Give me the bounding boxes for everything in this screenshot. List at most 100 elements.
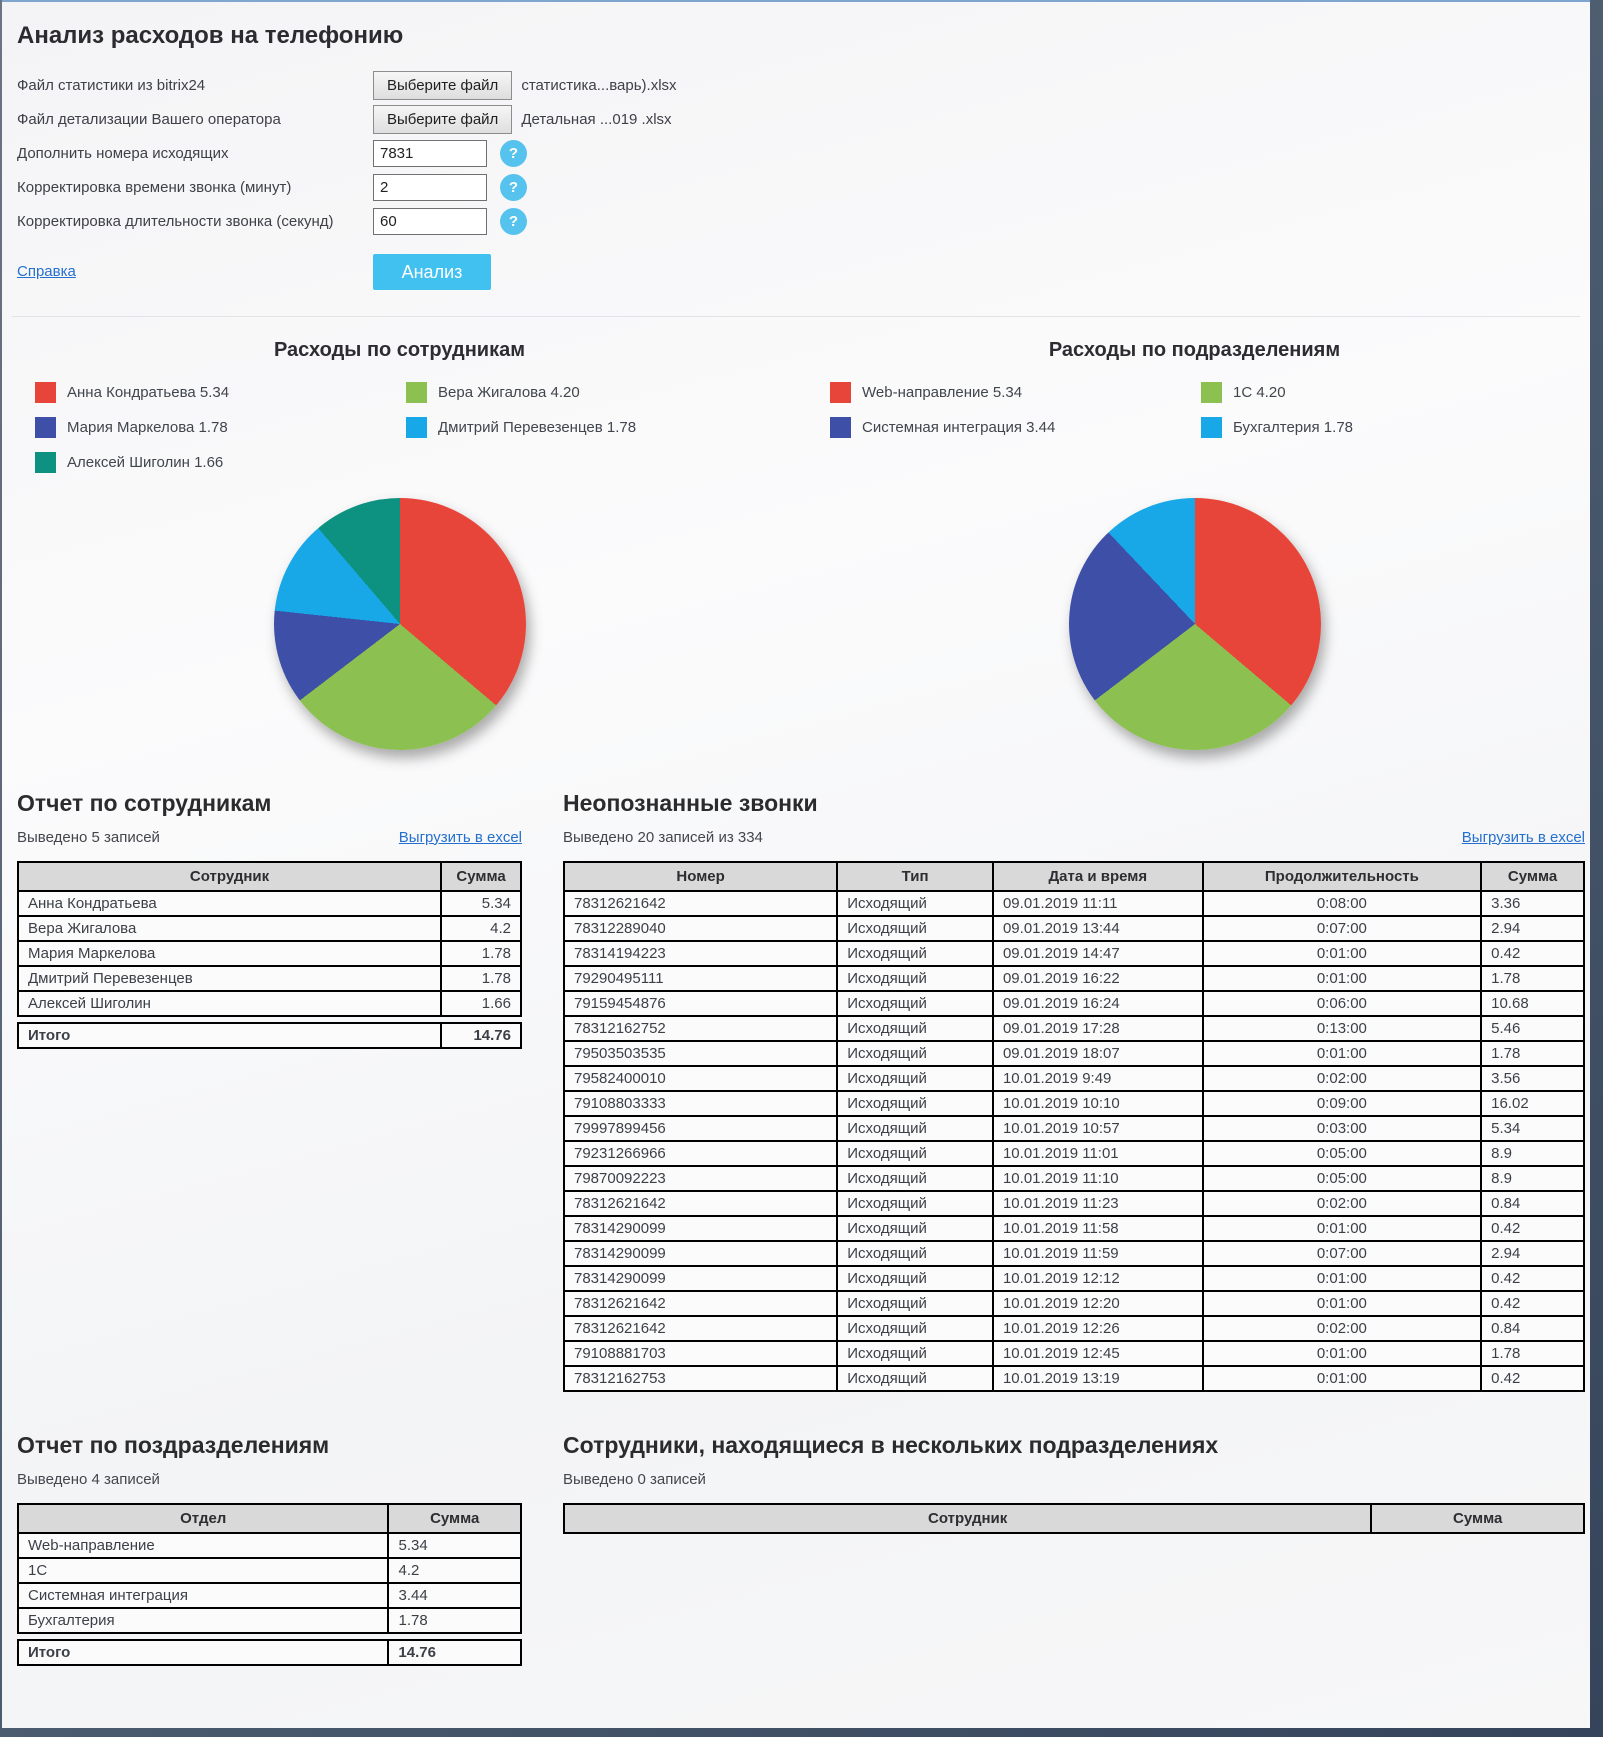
legend-color-swatch — [35, 452, 56, 473]
table-cell: Web-направление — [16, 1532, 390, 1559]
table-cell: 0:01:00 — [1201, 1040, 1483, 1067]
table-row: 79108803333 Исходящий 10.01.2019 10:10 0:09… — [562, 1090, 1585, 1117]
duration-correction-label: Корректировка длительности звонка (секун… — [17, 212, 334, 230]
table-cell: 4.2 — [387, 1557, 522, 1584]
table-cell: 10.01.2019 13:19 — [991, 1365, 1204, 1392]
unknown-calls-panel: Неопознанные звонки Выведено 20 записей … — [562, 790, 1585, 1392]
table-cell: 10.01.2019 10:10 — [991, 1090, 1204, 1117]
table-cell: 78314194223 — [562, 940, 839, 967]
form-row-operator-file: Файл детализации Вашего оператора Выберит… — [17, 102, 1590, 136]
export-excel-link[interactable]: Выгрузить в excel — [1461, 828, 1585, 846]
employee-report-meta-row: Выведено 5 записей Выгрузить в excel — [17, 827, 522, 847]
table-cell: 1С — [16, 1557, 390, 1584]
operator-file-label: Файл детализации Вашего оператора — [17, 110, 281, 128]
outgoing-numbers-help-icon[interactable]: ? — [500, 139, 527, 167]
column-header: Дата и время — [991, 861, 1204, 892]
table-cell: Исходящий — [836, 1240, 994, 1267]
outgoing-numbers-widget: ? — [373, 139, 527, 167]
total-cell: 14.76 — [440, 1022, 522, 1049]
stats-file-label: Файл статистики из bitrix24 — [17, 76, 206, 94]
records-count: Выведено 4 записей — [17, 1470, 160, 1488]
table-cell: Исходящий — [836, 1190, 994, 1217]
operator-file-choose-button[interactable]: Выберите файл — [373, 104, 513, 134]
table-row: 78312621642 Исходящий 10.01.2019 11:23 0:02… — [562, 1190, 1585, 1217]
table-cell: 1.66 — [440, 990, 522, 1017]
table-cell: 10.01.2019 12:20 — [991, 1290, 1204, 1317]
time-correction-label: Корректировка времени звонка (минут) — [17, 178, 292, 196]
table-cell: 78312162753 — [562, 1365, 839, 1392]
total-row: Итого 14.76 — [16, 1639, 522, 1666]
reports-row-1: Отчет по сотрудникам Выведено 5 записей … — [2, 790, 1590, 1392]
table-cell: 79870092223 — [562, 1165, 839, 1192]
table-cell: 0:08:00 — [1201, 890, 1483, 917]
table-row: 78314194223 Исходящий 09.01.2019 14:47 0:01… — [562, 940, 1585, 967]
table-row: Вера Жигалова 4.2 — [16, 915, 522, 942]
help-link[interactable]: Справка — [17, 263, 76, 280]
table-cell: 1.78 — [440, 940, 522, 967]
chart-legend: Анна Кондратьева 5.34 Вера Жигалова 4.20 М… — [2, 379, 797, 476]
export-excel-link[interactable]: Выгрузить в excel — [398, 828, 522, 846]
records-count: Выведено 5 записей — [17, 828, 160, 846]
table-cell: 10.01.2019 11:58 — [991, 1215, 1204, 1242]
outgoing-numbers-input[interactable] — [373, 139, 487, 167]
table-header-row: Отдел Сумма — [16, 1503, 522, 1534]
stats-file-choose-button[interactable]: Выберите файл — [373, 70, 513, 100]
table-cell: 3.36 — [1480, 890, 1585, 917]
table-row: 78312621642 Исходящий 09.01.2019 11:11 0:08… — [562, 890, 1585, 917]
unknown-calls-title: Неопознанные звонки — [563, 790, 818, 816]
multi-department-title: Сотрудники, находящиеся в нескольких под… — [563, 1432, 1219, 1458]
analyze-button[interactable]: Анализ — [373, 254, 491, 290]
table-cell: Исходящий — [836, 1340, 994, 1367]
time-correction-help-icon[interactable]: ? — [500, 173, 527, 201]
table-cell: 79231266966 — [562, 1140, 839, 1167]
form-row-stats-file: Файл статистики из bitrix24 Выберите файл… — [17, 68, 1590, 102]
table-row: Дмитрий Перевезенцев 1.78 — [16, 965, 522, 992]
table-cell: 10.01.2019 12:12 — [991, 1265, 1204, 1292]
table-row: 79582400010 Исходящий 10.01.2019 9:49 0:02:… — [562, 1065, 1585, 1092]
records-count: Выведено 0 записей — [563, 1470, 706, 1488]
data-table: Номер Тип Дата и время Продолжительность Сум… — [562, 861, 1585, 1392]
table-cell: 5.34 — [1480, 1115, 1585, 1142]
table-row: Алексей Шиголин 1.66 — [16, 990, 522, 1017]
table-cell: 79582400010 — [562, 1065, 839, 1092]
table-cell: 0:02:00 — [1201, 1065, 1483, 1092]
table-header-row: Сотрудник Сумма — [562, 1503, 1585, 1534]
legend-label: Анна Кондратьева 5.34 — [67, 384, 230, 401]
table-cell: 1.78 — [1480, 965, 1585, 992]
outgoing-numbers-label: Дополнить номера исходящих — [17, 144, 229, 162]
legend-item: Web-направление 5.34 — [830, 379, 1201, 406]
unknown-calls-meta-row: Выведено 20 записей из 334 Выгрузить в e… — [563, 827, 1585, 847]
department-report-panel: Отчет по поздразделениям Выведено 4 запи… — [16, 1432, 522, 1666]
table-cell: 1.78 — [387, 1607, 522, 1634]
table-cell: 79159454876 — [562, 990, 839, 1017]
legend-label: Web-направление 5.34 — [862, 384, 1023, 401]
table-row: Бухгалтерия 1.78 — [16, 1607, 522, 1634]
table-cell: 5.34 — [387, 1532, 522, 1559]
table-cell: Анна Кондратьева — [16, 890, 443, 917]
table-cell: 1.78 — [440, 965, 522, 992]
table-cell: 0:02:00 — [1201, 1190, 1483, 1217]
duration-correction-help-icon[interactable]: ? — [500, 207, 527, 235]
table-cell: Исходящий — [836, 1090, 994, 1117]
table-cell: Исходящий — [836, 915, 994, 942]
time-correction-input[interactable] — [373, 173, 487, 201]
table-cell: 0:01:00 — [1201, 965, 1483, 992]
table-row: 78314290099 Исходящий 10.01.2019 11:59 0:07… — [562, 1240, 1585, 1267]
table-row: 79503503535 Исходящий 09.01.2019 18:07 0:01… — [562, 1040, 1585, 1067]
table-row: Системная интеграция 3.44 — [16, 1582, 522, 1609]
table-cell: 0:01:00 — [1201, 1365, 1483, 1392]
table-cell: Вера Жигалова — [16, 915, 443, 942]
table-cell: 16.02 — [1480, 1090, 1585, 1117]
page-title: Анализ расходов на телефонию — [17, 22, 404, 49]
table-cell: 5.46 — [1480, 1015, 1585, 1042]
table-cell: 10.01.2019 12:26 — [991, 1315, 1204, 1342]
table-cell: 4.2 — [440, 915, 522, 942]
total-table: Итого 14.76 — [16, 1022, 522, 1049]
calls-table: Номер Тип Дата и время Продолжительность Сум… — [562, 861, 1585, 1392]
records-count: Выведено 20 записей из 334 — [563, 828, 763, 846]
table-row: 78312289040 Исходящий 09.01.2019 13:44 0:07… — [562, 915, 1585, 942]
table-row: 79290495111 Исходящий 09.01.2019 16:22 0:01… — [562, 965, 1585, 992]
table-cell: 0:07:00 — [1201, 915, 1483, 942]
duration-correction-input[interactable] — [373, 207, 487, 235]
